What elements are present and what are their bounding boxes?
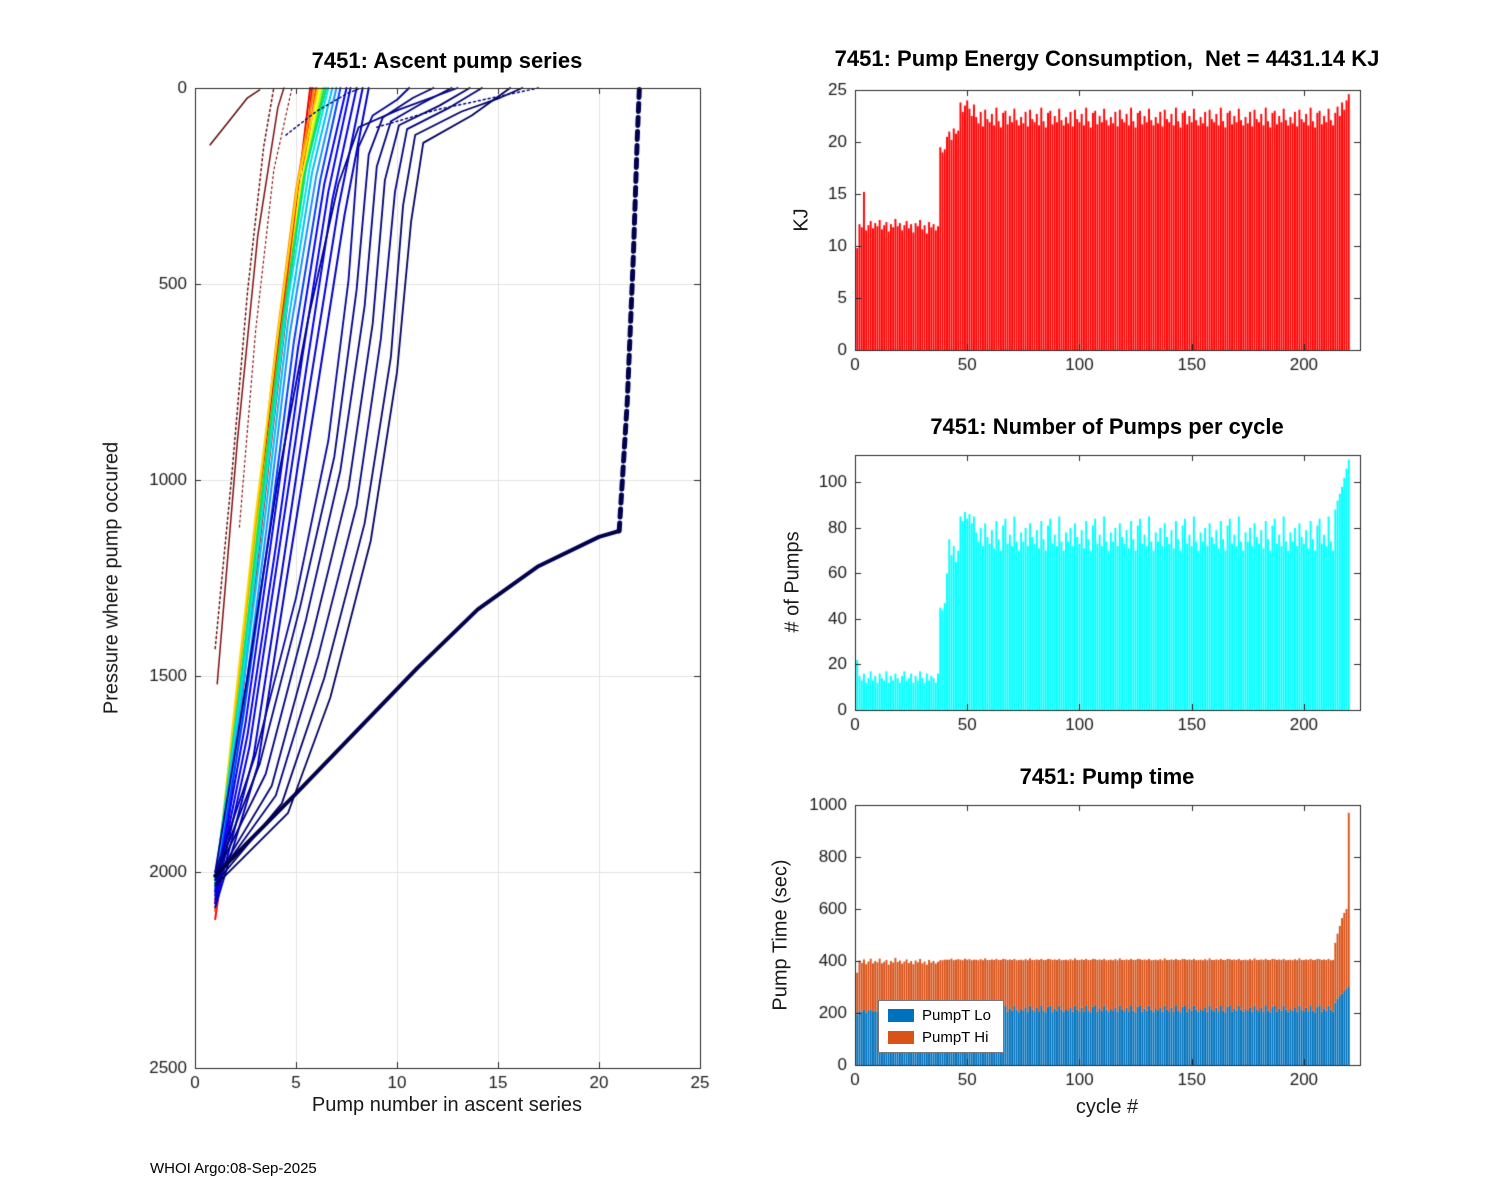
pumpt-hi-label: PumpT Hi [922, 1029, 989, 1046]
energy-ylabel: KJ [790, 208, 813, 232]
footer-text: WHOI Argo:08-Sep-2025 [150, 1160, 317, 1177]
legend-item-pumpt-hi: PumpT Hi [888, 1029, 991, 1046]
pumptime-ylabel: Pump Time (sec) [769, 859, 792, 1011]
ascent-xlabel: Pump number in ascent series [311, 1094, 583, 1116]
pumpt-hi-swatch [888, 1031, 914, 1044]
energy-title: 7451: Pump Energy Consumption, Net = 443… [834, 46, 1380, 71]
pumptime-title: 7451: Pump time [1019, 764, 1195, 789]
pumps-title: 7451: Number of Pumps per cycle [930, 414, 1284, 439]
legend-item-pumpt-lo: PumpT Lo [888, 1007, 991, 1024]
pumpt-lo-label: PumpT Lo [922, 1007, 991, 1024]
ascent-title: 7451: Ascent pump series [311, 48, 583, 73]
ascent-ylabel: Pressure where pump occured [100, 441, 123, 715]
pumptime-xlabel: cycle # [1075, 1096, 1139, 1118]
pumpt-lo-swatch [888, 1009, 914, 1022]
pumptime-legend: PumpT Lo PumpT Hi [878, 1000, 1004, 1053]
pumps-ylabel: # of Pumps [781, 531, 804, 633]
